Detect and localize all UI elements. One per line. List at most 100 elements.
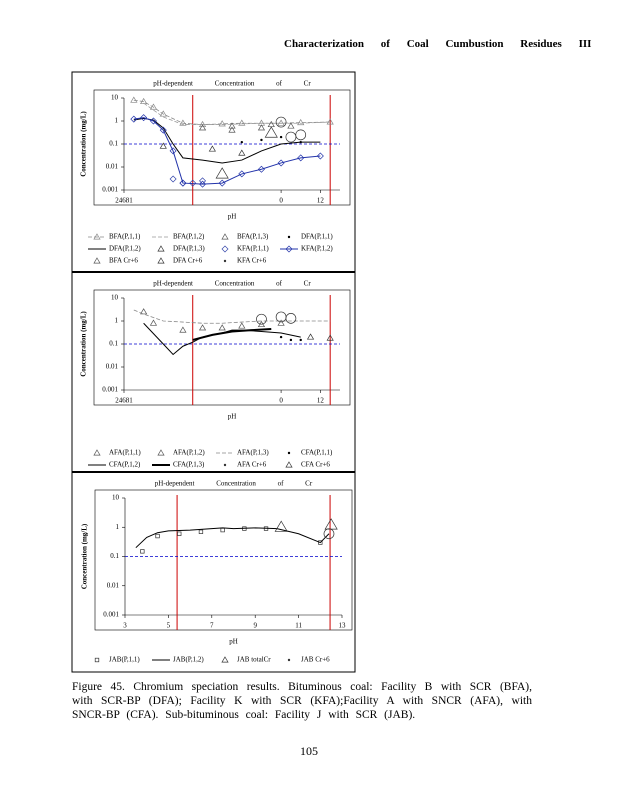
data-point (238, 149, 246, 156)
legend-label: JAB Cr+6 (301, 656, 330, 664)
chart-title: pH-dependent Concentration of Cr (153, 280, 311, 288)
legend-label: AFA(P,1,1) (109, 449, 141, 457)
data-point (159, 142, 167, 149)
data-point (218, 120, 226, 127)
chart-title: pH-dependent Concentration of Cr (155, 480, 313, 488)
x-tick-label: 12 (317, 397, 325, 405)
data-point (277, 119, 285, 126)
data-point (159, 110, 167, 117)
data-point (324, 518, 338, 530)
legend-marker (287, 451, 291, 455)
data-point (285, 131, 297, 143)
legend-marker (157, 449, 165, 456)
y-tick-label: 10 (111, 94, 119, 102)
plot-frame (94, 489, 353, 631)
y-tick-label: 10 (111, 294, 119, 302)
data-point (149, 319, 158, 326)
running-header: Characterization of Coal Cumbustion Resi… (284, 38, 592, 50)
y-tick-label: 1 (116, 523, 120, 531)
x-axis-label: pH (229, 638, 238, 646)
series-line (192, 327, 272, 341)
data-point (218, 179, 226, 187)
figure-caption: Figure 45. Chromium speciation results. … (72, 681, 532, 721)
legend-marker (93, 449, 101, 456)
data-point (297, 154, 305, 162)
data-point (198, 124, 207, 131)
legend-label: AFA(P,1,2) (173, 449, 205, 457)
legend-label: CFA(P,1,2) (109, 461, 141, 469)
y-tick-label: 0.001 (102, 386, 118, 394)
data-point (295, 129, 307, 141)
x-tick-label: 7 (210, 622, 214, 630)
legend-label: CFA Cr+6 (301, 461, 330, 469)
y-tick-label: 0.001 (103, 611, 119, 619)
x-tick-label: 9 (253, 622, 257, 630)
legend-marker (157, 257, 165, 264)
y-tick-label: 0.1 (110, 552, 119, 560)
y-axis-label: Concentration (mg/L) (80, 311, 88, 377)
data-point (159, 126, 167, 134)
figure-frame (71, 71, 356, 673)
y-tick-label: 1 (115, 117, 119, 125)
data-point (277, 319, 285, 326)
legend-label: CFA(P,1,1) (301, 449, 333, 457)
figure: pH-dependent Concentration of Cr Concentr… (71, 71, 356, 673)
legend-label: AFA Cr+6 (237, 461, 267, 469)
series-line (143, 322, 301, 356)
series-line (143, 102, 331, 125)
data-point (306, 333, 315, 340)
legend-label: DFA(P,1,3) (173, 245, 205, 253)
series-line (133, 117, 321, 185)
data-point (326, 334, 334, 341)
data-point (323, 528, 335, 540)
legend-label: BFA Cr+6 (109, 257, 138, 265)
data-point (208, 145, 216, 152)
data-point (179, 326, 187, 333)
data-point (240, 140, 244, 144)
legend-marker (221, 245, 229, 253)
y-tick-label: 0.1 (109, 140, 118, 148)
data-point (169, 147, 177, 155)
data-point (318, 540, 323, 545)
legend-marker (285, 245, 293, 253)
data-point (277, 159, 285, 167)
data-point (140, 549, 145, 554)
x-axis-label: pH (228, 213, 237, 221)
data-point (130, 96, 138, 103)
data-point (326, 118, 334, 125)
y-tick-label: 1 (115, 317, 119, 325)
data-point (149, 103, 158, 110)
data-point (297, 118, 305, 126)
x-tick-label: 0 (279, 197, 283, 205)
data-point (140, 97, 148, 105)
legend-marker (221, 233, 229, 240)
y-tick-label: 0.01 (106, 163, 119, 171)
y-tick-label: 0.01 (106, 363, 119, 371)
data-point (169, 175, 177, 183)
legend-label: JAB(P,1,2) (173, 656, 204, 664)
y-tick-label: 0.001 (102, 186, 118, 194)
x-tick-label: 12 (317, 197, 325, 205)
data-point (264, 126, 278, 138)
legend-label: JAB(P,1,1) (109, 656, 140, 664)
legend-marker (223, 259, 227, 263)
series-line (133, 117, 321, 164)
legend-marker (157, 245, 165, 252)
data-point (179, 179, 187, 187)
legend-marker (287, 658, 291, 662)
legend-label: DFA Cr+6 (173, 257, 203, 265)
legend-label: KFA(P,1,1) (237, 245, 269, 253)
data-point (177, 531, 182, 536)
y-tick-label: 10 (112, 494, 120, 502)
legend-label: BFA(P,1,2) (173, 233, 205, 241)
legend-label: BFA(P,1,1) (109, 233, 141, 241)
y-axis-label: Concentration (mg/L) (81, 523, 89, 589)
data-point (189, 179, 197, 187)
data-point (316, 152, 324, 160)
data-point (279, 135, 283, 139)
data-point (199, 180, 207, 188)
y-tick-label: 0.01 (107, 581, 120, 589)
data-point (149, 117, 157, 125)
data-point (260, 138, 263, 142)
